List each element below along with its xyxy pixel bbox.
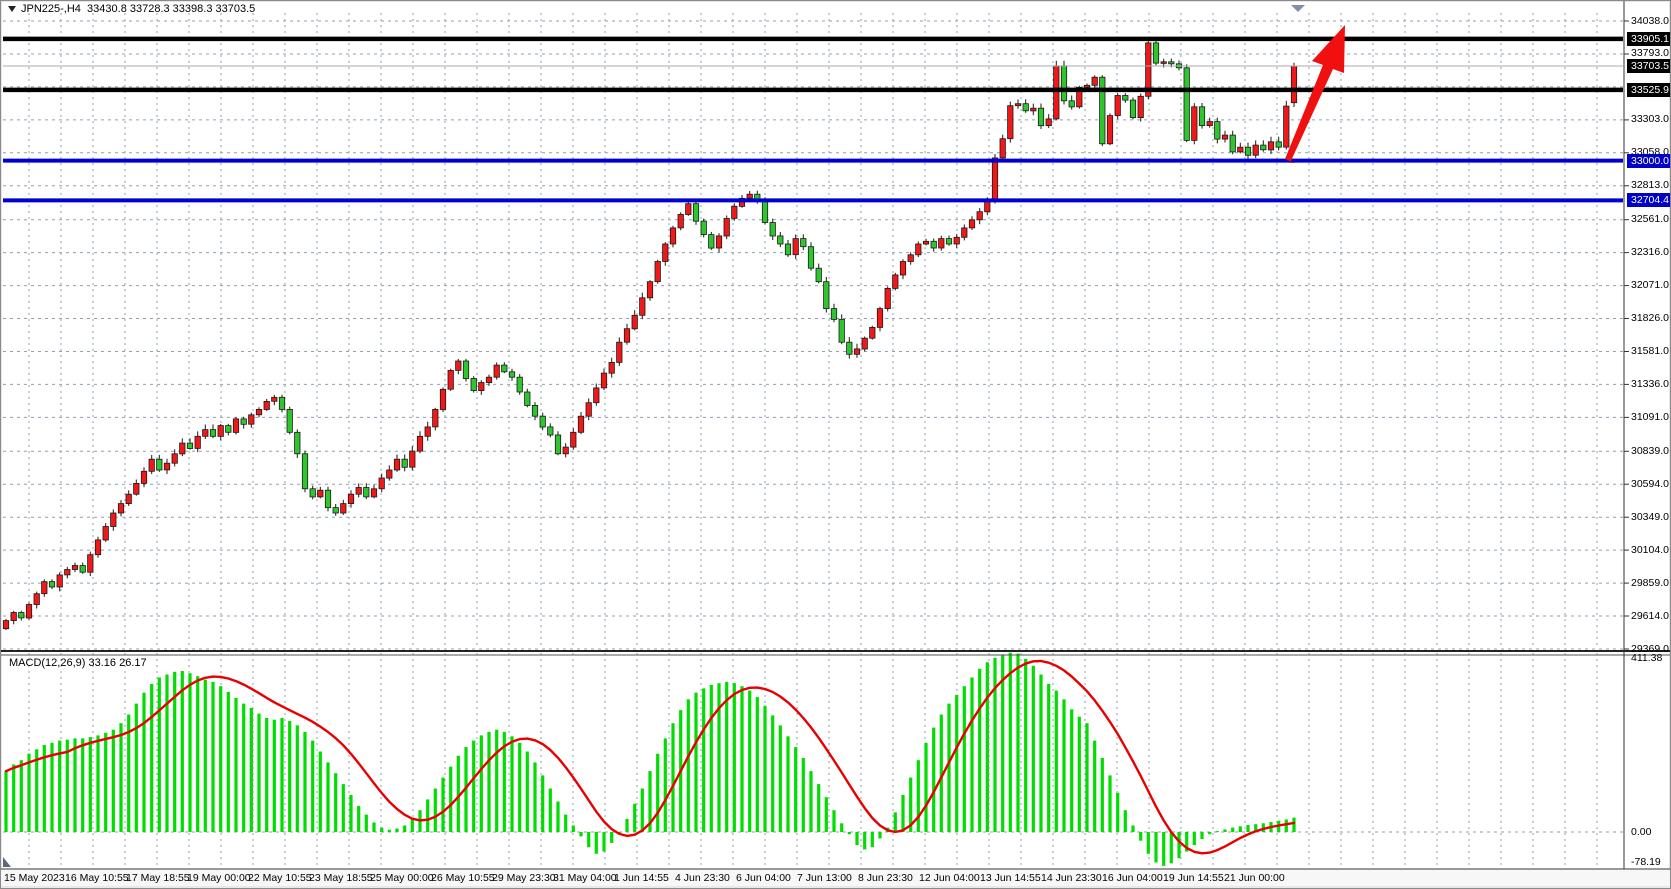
- time-tick-label: 21 Jun 00:00: [1224, 872, 1285, 884]
- time-tick-label: 23 May 18:55: [309, 872, 373, 884]
- time-tick-label: 12 Jun 04:00: [919, 872, 980, 884]
- price-tick-label: 31581.0: [1631, 344, 1669, 357]
- price-tick-label: 31826.0: [1631, 312, 1669, 325]
- time-tick-label: 6 Jun 04:00: [736, 872, 791, 884]
- price-tick-label: 29614.0: [1631, 609, 1669, 622]
- price-tick-label: 33303.0: [1631, 113, 1669, 126]
- symbol-dropdown-icon[interactable]: [8, 6, 16, 12]
- time-tick-label: 4 Jun 23:30: [675, 872, 730, 884]
- price-tick-label: 32813.0: [1631, 179, 1669, 192]
- time-tick-label: 22 May 10:55: [248, 872, 312, 884]
- time-tick-label: 19 May 00:00: [187, 872, 251, 884]
- price-tick-label: 32071.0: [1631, 279, 1669, 292]
- macd-indicator-label: MACD(12,26,9) 33.16 26.17: [9, 657, 147, 669]
- time-tick-label: 7 Jun 13:00: [797, 872, 852, 884]
- symbol-timeframe-label: JPN225-,H4: [21, 3, 81, 15]
- time-tick-label: 13 Jun 14:55: [980, 872, 1041, 884]
- time-tick-label: 25 May 00:00: [370, 872, 434, 884]
- price-tick-label: 30104.0: [1631, 543, 1669, 556]
- price-tick-label: 30839.0: [1631, 444, 1669, 457]
- macd-main-value: 33.16: [88, 657, 117, 669]
- trend-arrow-annotation: [1285, 25, 1345, 163]
- price-level-badge: 33905.1: [1627, 31, 1670, 46]
- panel-corner-marker: [3, 857, 11, 867]
- time-tick-label: 29 May 23:30: [492, 872, 556, 884]
- price-tick-label: 29859.0: [1631, 576, 1669, 589]
- price-tick-label: 30349.0: [1631, 510, 1669, 523]
- price-tick-label: 31336.0: [1631, 377, 1669, 390]
- time-tick-label: 17 May 18:55: [126, 872, 190, 884]
- macd-signal-value: 26.17: [119, 657, 147, 669]
- time-tick-label: 14 Jun 23:30: [1041, 872, 1102, 884]
- time-tick-label: 26 May 10:55: [431, 872, 495, 884]
- time-tick-label: 8 Jun 23:30: [858, 872, 913, 884]
- ohlc-values: 33430.8 33728.3 33398.3 33703.5: [87, 3, 256, 15]
- time-tick-label: 31 May 04:00: [553, 872, 617, 884]
- time-axis-strip: [1, 870, 1670, 888]
- macd-scale-zero: 0.00: [1631, 825, 1652, 838]
- macd-scale-bottom: -78.19: [1631, 856, 1661, 869]
- chart-title: JPN225-,H4 33430.8 33728.3 33398.3 33703…: [8, 3, 255, 15]
- price-level-badge: 33525.9: [1627, 82, 1670, 97]
- window-bottom-edge: [1, 886, 1670, 888]
- time-tick-label: 19 Jun 14:55: [1163, 872, 1224, 884]
- time-tick-label: 1 Jun 14:55: [614, 872, 669, 884]
- price-tick-label: 32316.0: [1631, 246, 1669, 259]
- time-tick-label: 15 May 2023: [4, 872, 65, 884]
- bar-position-marker: [1291, 5, 1305, 12]
- price-tick-label: 30594.0: [1631, 477, 1669, 490]
- price-tick-label: 31091.0: [1631, 410, 1669, 423]
- price-level-badge: 33703.5: [1627, 58, 1670, 73]
- price-tick-label: 34038.0: [1631, 14, 1669, 27]
- time-tick-label: 16 Jun 04:00: [1102, 872, 1163, 884]
- price-level-badge: 33000.0: [1627, 153, 1670, 168]
- macd-scale-top: 411.38: [1631, 651, 1663, 664]
- price-tick-label: 33793.0: [1631, 47, 1669, 60]
- price-tick-label: 29369.0: [1631, 642, 1669, 655]
- price-tick-label: 32561.0: [1631, 213, 1669, 226]
- time-tick-label: 16 May 10:55: [65, 872, 129, 884]
- macd-name: MACD(12,26,9): [9, 657, 86, 669]
- price-level-badge: 32704.4: [1627, 193, 1670, 208]
